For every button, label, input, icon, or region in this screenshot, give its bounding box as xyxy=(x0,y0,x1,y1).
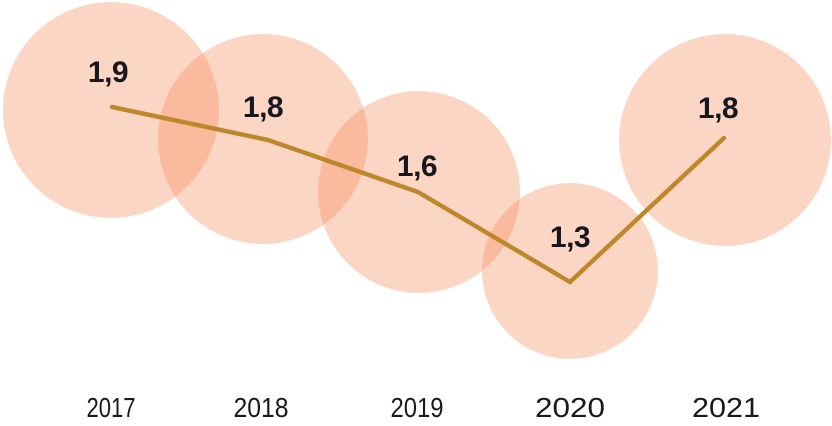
value-label-2018: 1,8 xyxy=(243,91,283,124)
trend-line xyxy=(109,104,727,285)
value-label-2017: 1,9 xyxy=(88,56,128,89)
year-label-2020: 2020 xyxy=(535,392,605,423)
bubble-2017 xyxy=(3,2,219,218)
value-label-2020: 1,3 xyxy=(550,221,590,254)
bubble-2020 xyxy=(482,183,658,359)
value-label-2021: 1,8 xyxy=(698,92,738,125)
year-label-2019: 2019 xyxy=(391,392,444,423)
year-label-2017: 2017 xyxy=(87,392,136,423)
value-label-2019: 1,6 xyxy=(397,150,437,183)
year-label-2018: 2018 xyxy=(234,392,289,423)
year-label-2021: 2021 xyxy=(692,392,760,423)
